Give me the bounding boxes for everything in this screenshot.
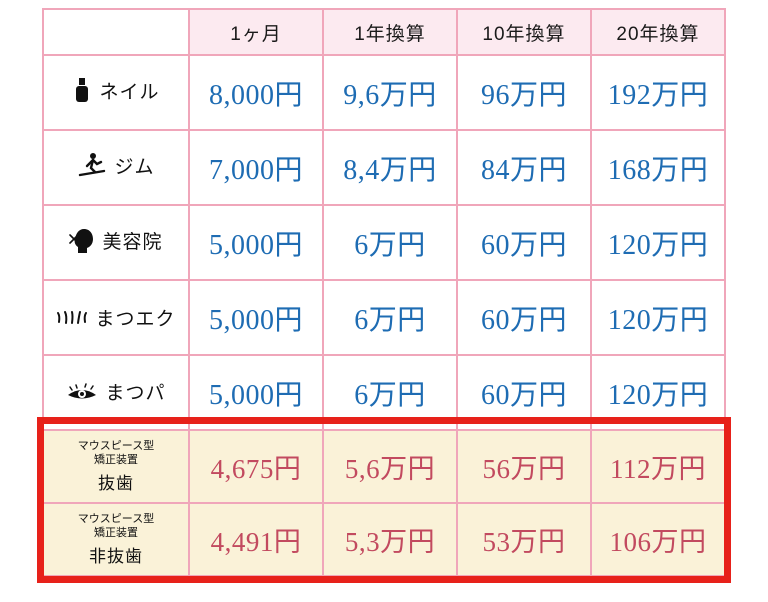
value-cell: 8,000円 [188,54,324,131]
value-cell: 84万円 [456,129,592,206]
nail-icon [72,77,92,103]
value-cell: 5,6万円 [322,429,458,504]
row-label: 美容院 [102,231,163,253]
header-1-year: 1年換算 [322,8,458,56]
value-cell: 6万円 [322,354,458,431]
value-cell: 60万円 [456,279,592,356]
table-row-aligner-non-extraction: マウスピース型 矯正装置 非抜歯 4,491円 5,3万円 53万円 106万円 [42,502,726,577]
value-cell: 5,3万円 [322,502,458,577]
table-row-lash-extension: まつエク 5,000円 6万円 60万円 120万円 [42,279,726,356]
salon-icon [69,227,95,254]
value-cell: 5,000円 [188,204,324,281]
row-label: 抜歯 [98,474,134,494]
value-cell: 53万円 [456,502,592,577]
lash-perm-icon [66,382,98,402]
value-cell: 120万円 [590,204,726,281]
value-cell: 56万円 [456,429,592,504]
value-cell: 60万円 [456,354,592,431]
device-type-label: マウスピース型 矯正装置 [77,512,155,539]
value-cell: 168万円 [590,129,726,206]
value-cell: 5,000円 [188,354,324,431]
header-10-year: 10年換算 [456,8,592,56]
value-cell: 7,000円 [188,129,324,206]
value-cell: 192万円 [590,54,726,131]
row-label: まつパ [105,383,166,405]
device-type-label: マウスピース型 矯正装置 [77,439,155,466]
comparison-table: 1ヶ月 1年換算 10年換算 20年換算 ネイル 8,000円 9,6万円 [42,8,726,577]
value-cell: 6万円 [322,204,458,281]
value-cell: 4,675円 [188,429,324,504]
table-row-lash-perm: まつパ 5,000円 6万円 60万円 120万円 [42,354,726,431]
row-label: ネイル [99,81,160,103]
row-label: まつエク [95,309,176,330]
row-label: 非抜歯 [89,547,143,567]
lash-extension-icon [56,310,88,325]
table-row-salon: 美容院 5,000円 6万円 60万円 120万円 [42,204,726,281]
corner-cell [42,8,190,56]
value-cell: 120万円 [590,279,726,356]
value-cell: 106万円 [590,502,726,577]
table-row-gym: ジム 7,000円 8,4万円 84万円 168万円 [42,129,726,206]
value-cell: 60万円 [456,204,592,281]
value-cell: 8,4万円 [322,129,458,206]
value-cell: 96万円 [456,54,592,131]
row-label: ジム [114,156,155,178]
value-cell: 6万円 [322,279,458,356]
value-cell: 112万円 [590,429,726,504]
value-cell: 9,6万円 [322,54,458,131]
table-row-aligner-extraction: マウスピース型 矯正装置 抜歯 4,675円 5,6万円 56万円 112万円 [42,429,726,504]
header-1-month: 1ヶ月 [188,8,324,56]
header-row: 1ヶ月 1年換算 10年換算 20年換算 [42,8,726,56]
header-20-year: 20年換算 [590,8,726,56]
table-row-nail: ネイル 8,000円 9,6万円 96万円 192万円 [42,54,726,131]
value-cell: 5,000円 [188,279,324,356]
value-cell: 120万円 [590,354,726,431]
gym-icon [77,152,107,178]
price-comparison-table: 1ヶ月 1年換算 10年換算 20年換算 ネイル 8,000円 9,6万円 [37,8,731,583]
value-cell: 4,491円 [188,502,324,577]
